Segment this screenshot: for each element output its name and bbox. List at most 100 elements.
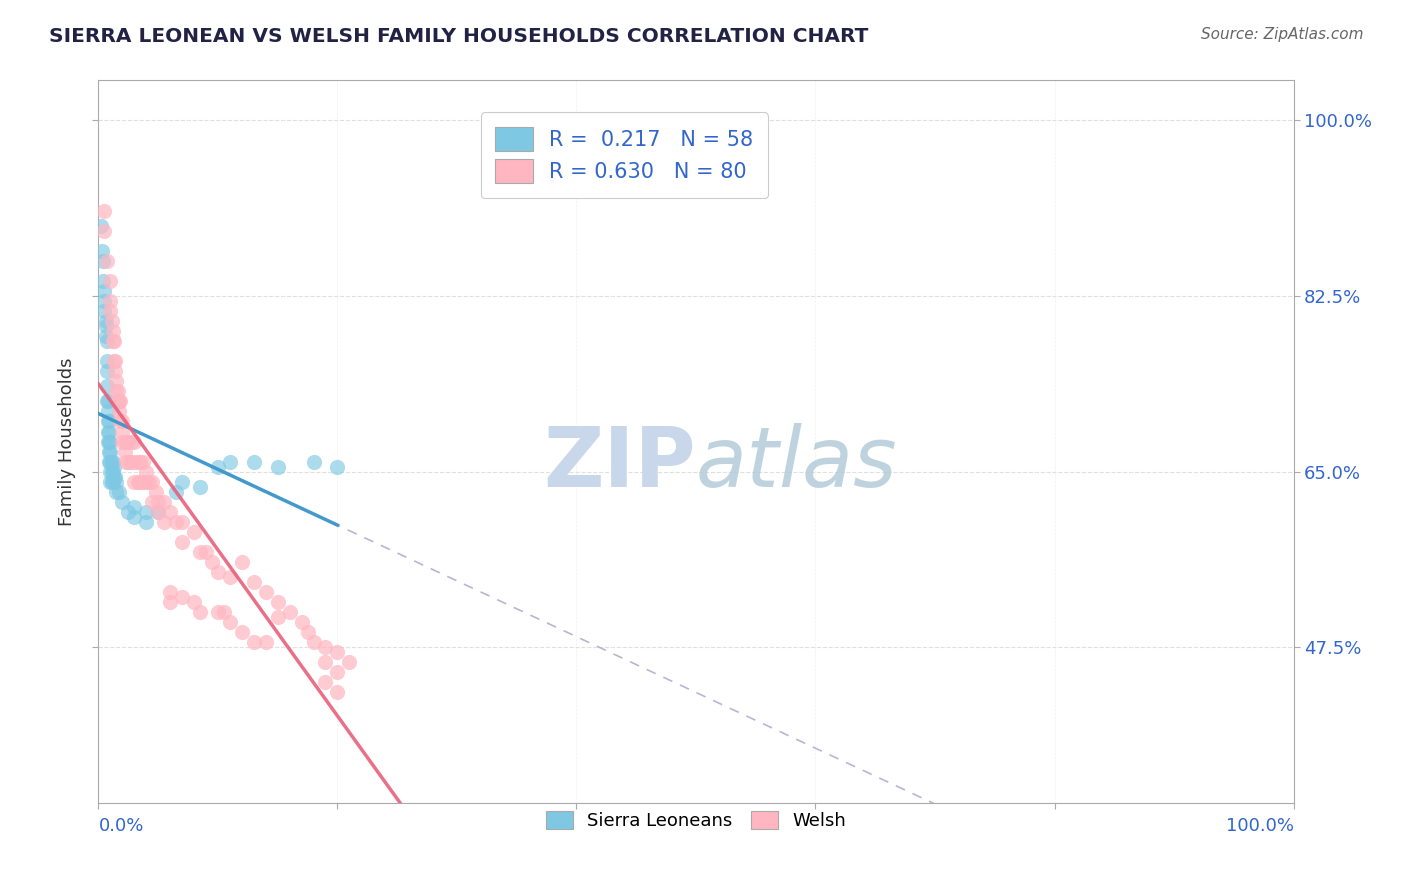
Point — [104, 469, 127, 483]
Point — [117, 505, 139, 519]
Point — [91, 274, 114, 288]
Point — [219, 454, 242, 469]
Point — [231, 555, 253, 569]
Point — [141, 494, 163, 508]
Text: atlas: atlas — [696, 423, 897, 504]
Point — [107, 394, 129, 409]
Point — [103, 459, 125, 474]
Point — [97, 434, 120, 449]
Point — [254, 585, 277, 599]
Point — [94, 319, 117, 334]
Point — [114, 444, 136, 458]
Point — [108, 394, 131, 409]
Point — [100, 314, 122, 328]
Point — [98, 274, 122, 288]
Point — [98, 425, 121, 439]
Point — [103, 354, 125, 368]
Point — [212, 605, 235, 619]
Point — [188, 480, 211, 494]
Point — [183, 524, 205, 539]
Point — [201, 555, 224, 569]
Point — [267, 610, 290, 624]
Point — [172, 475, 194, 489]
Point — [339, 655, 361, 669]
Point — [159, 595, 181, 609]
Point — [104, 364, 127, 378]
Point — [107, 384, 129, 399]
Point — [101, 465, 124, 479]
Point — [127, 454, 149, 469]
Point — [165, 484, 187, 499]
Point — [131, 454, 153, 469]
Point — [96, 253, 118, 268]
Point — [103, 334, 125, 348]
Point — [93, 293, 115, 308]
Point — [98, 475, 122, 489]
Point — [231, 625, 253, 640]
Point — [101, 475, 124, 489]
Point — [101, 334, 124, 348]
Point — [172, 515, 194, 529]
Legend: Sierra Leoneans, Welsh: Sierra Leoneans, Welsh — [538, 804, 853, 837]
Point — [195, 545, 218, 559]
Point — [148, 494, 170, 508]
Point — [267, 459, 290, 474]
Point — [107, 484, 129, 499]
Point — [98, 434, 121, 449]
Text: Source: ZipAtlas.com: Source: ZipAtlas.com — [1201, 27, 1364, 42]
Point — [135, 505, 157, 519]
Point — [98, 293, 122, 308]
Point — [124, 434, 146, 449]
Point — [254, 635, 277, 649]
Point — [91, 244, 114, 258]
Point — [207, 459, 229, 474]
Point — [117, 454, 139, 469]
Point — [98, 454, 121, 469]
Point — [219, 570, 242, 584]
Point — [93, 203, 115, 218]
Point — [120, 434, 142, 449]
Point — [243, 635, 266, 649]
Point — [153, 494, 176, 508]
Point — [127, 475, 149, 489]
Point — [96, 354, 118, 368]
Point — [291, 615, 314, 630]
Point — [97, 404, 120, 418]
Point — [129, 454, 152, 469]
Point — [131, 475, 153, 489]
Point — [124, 454, 146, 469]
Point — [98, 465, 122, 479]
Point — [243, 574, 266, 589]
Point — [315, 675, 337, 690]
Point — [94, 329, 117, 343]
Text: ZIP: ZIP — [544, 423, 696, 504]
Point — [115, 434, 138, 449]
Point — [129, 475, 152, 489]
Point — [153, 515, 176, 529]
Point — [96, 364, 118, 378]
Point — [97, 394, 120, 409]
Point — [326, 459, 349, 474]
Point — [93, 304, 115, 318]
Point — [96, 334, 118, 348]
Point — [93, 224, 115, 238]
Point — [105, 484, 128, 499]
Point — [141, 475, 163, 489]
Point — [97, 425, 120, 439]
Point — [94, 314, 117, 328]
Point — [98, 414, 121, 428]
Text: 0.0%: 0.0% — [98, 817, 143, 835]
Point — [124, 475, 146, 489]
Point — [98, 434, 122, 449]
Point — [188, 605, 211, 619]
Point — [135, 475, 157, 489]
Point — [302, 635, 325, 649]
Point — [138, 475, 160, 489]
Point — [120, 454, 142, 469]
Point — [105, 375, 128, 389]
Point — [148, 505, 170, 519]
Point — [135, 465, 157, 479]
Point — [111, 425, 134, 439]
Point — [124, 509, 146, 524]
Point — [148, 505, 170, 519]
